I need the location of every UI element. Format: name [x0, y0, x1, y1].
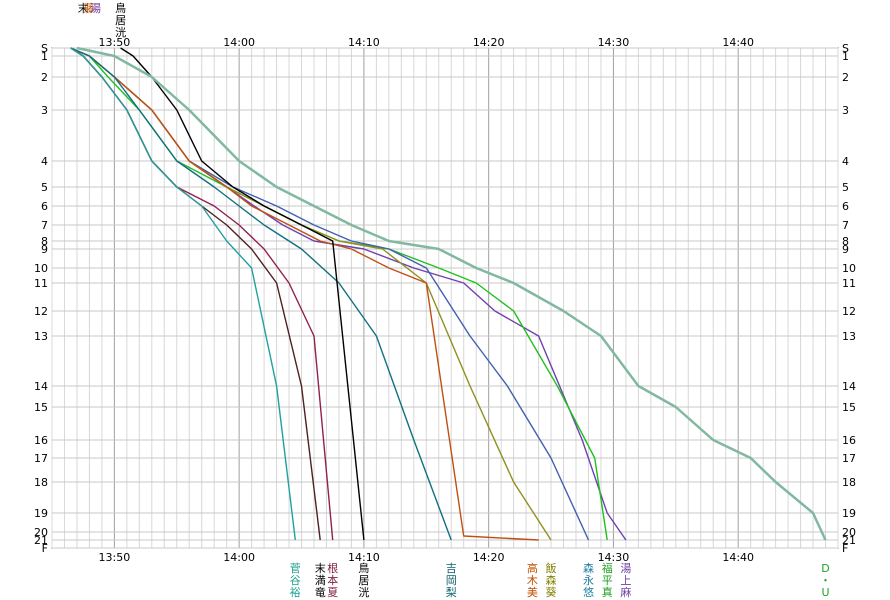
x-tick-label-top: 14:00 [223, 36, 255, 49]
y-tick-label-left: 2 [41, 71, 48, 84]
y-tick-label-left: 4 [41, 155, 48, 168]
y-tick-label-left: 8 [41, 235, 48, 248]
y-tick-label-left: 3 [41, 104, 48, 117]
y-tick-label-left: 12 [34, 305, 48, 318]
series-line [76, 46, 827, 541]
axes: 13:50 13:50 14:00 14:00 14:10 14:10 14:20 14:20… [34, 36, 856, 564]
series-line [70, 47, 452, 541]
y-tick-label-right: F [842, 542, 848, 555]
y-tick-label-left: 10 [34, 262, 48, 275]
y-tick-label-right: 10 [842, 262, 856, 275]
bottom-line-label: 吉岡梨 [446, 562, 457, 599]
series-line [70, 47, 296, 541]
x-tick-label-bottom: 14:40 [722, 551, 754, 564]
y-tick-label-left: 6 [41, 200, 48, 213]
series-line [70, 47, 539, 541]
y-tick-label-right: 13 [842, 330, 856, 343]
grid [51, 47, 839, 549]
y-tick-label-right: 19 [842, 507, 856, 520]
bottom-line-label: 根本夏 [327, 561, 338, 599]
y-tick-label-left: 15 [34, 401, 48, 414]
y-tick-label-right: 17 [842, 452, 856, 465]
y-tick-label-left: 14 [34, 380, 48, 393]
x-tick-label-bottom: 14:10 [348, 551, 380, 564]
bottom-line-label: 末満竜 [315, 561, 326, 599]
top-line-label: 湯 [90, 2, 101, 15]
x-tick-label-bottom: 14:20 [473, 551, 505, 564]
y-tick-label-right: S [842, 42, 849, 55]
y-tick-label-right: 20 [842, 526, 856, 539]
y-tick-label-right: 7 [842, 219, 849, 232]
y-tick-label-left: 7 [41, 219, 48, 232]
x-tick-label-top: 13:50 [99, 36, 131, 49]
y-tick-label-right: 9 [842, 243, 849, 256]
x-tick-label-top: 14:40 [722, 36, 754, 49]
y-tick-label-right: 11 [842, 277, 856, 290]
y-tick-label-right: 6 [842, 200, 849, 213]
top-line-label: 藤 [84, 2, 95, 15]
y-tick-label-right: 2 [842, 71, 849, 84]
y-tick-label-left: 21 [34, 534, 48, 547]
y-tick-label-left: S [41, 42, 48, 55]
bottom-line-label: D・U・B [820, 562, 831, 600]
y-tick-label-right: 3 [842, 104, 849, 117]
y-tick-label-right: 15 [842, 401, 856, 414]
y-tick-label-left: 18 [34, 476, 48, 489]
y-tick-label-left: 13 [34, 330, 48, 343]
bottom-line-label: 湯上麻 [620, 562, 631, 599]
y-tick-label-right: 12 [842, 305, 856, 318]
x-tick-label-bottom: 13:50 [99, 551, 131, 564]
y-tick-label-left: F [42, 542, 48, 555]
y-tick-label-left: 16 [34, 434, 48, 447]
series-line [70, 47, 627, 541]
series-layer [70, 46, 827, 541]
y-tick-label-right: 4 [842, 155, 849, 168]
bottom-line-label: 菅谷裕 [290, 562, 301, 599]
x-tick-label-top: 14:30 [598, 36, 630, 49]
x-tick-label-bottom: 14:00 [223, 551, 255, 564]
bottom-line-label: 福平真 [602, 561, 613, 599]
bottom-line-label: 鳥居洸 [358, 561, 369, 599]
y-tick-label-left: 9 [41, 243, 48, 256]
y-tick-label-right: 21 [842, 534, 856, 547]
bottom-line-label: 高木美 [527, 561, 538, 599]
line-labels: 末藤湯鳥居洸菅谷裕末満竜根本夏鳥居洸吉岡梨高木美飯森葵森永悠福平真湯上麻D・U・… [78, 1, 831, 600]
bottom-line-label: 森永悠 [583, 561, 594, 599]
y-tick-label-right: 1 [842, 50, 849, 63]
y-tick-label-right: 14 [842, 380, 856, 393]
series-line [120, 47, 365, 541]
series-line [70, 47, 321, 541]
y-tick-label-right: 5 [842, 181, 849, 194]
y-tick-label-left: 11 [34, 277, 48, 290]
x-tick-label-bottom: 14:30 [598, 551, 630, 564]
y-tick-label-right: 8 [842, 235, 849, 248]
y-tick-label-left: 5 [41, 181, 48, 194]
top-line-label: 鳥居洸 [115, 1, 126, 39]
x-tick-label-top: 14:20 [473, 36, 505, 49]
y-tick-label-right: 16 [842, 434, 856, 447]
x-tick-label-top: 14:10 [348, 36, 380, 49]
y-tick-label-left: 20 [34, 526, 48, 539]
y-tick-label-right: 18 [842, 476, 856, 489]
top-line-label: 末 [78, 1, 89, 15]
y-tick-label-left: 17 [34, 452, 48, 465]
y-tick-label-left: 19 [34, 507, 48, 520]
bottom-line-label: 飯森葵 [546, 561, 557, 599]
y-tick-label-left: 1 [41, 50, 48, 63]
